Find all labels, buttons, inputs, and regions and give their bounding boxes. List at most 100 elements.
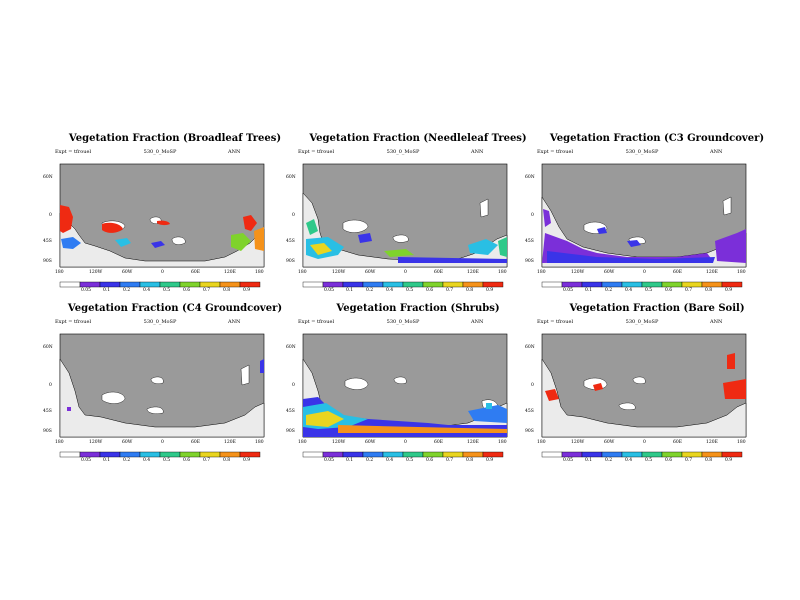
colorbar-label: 0.4 (386, 458, 394, 463)
period-label: ANN (228, 149, 241, 155)
lon-label: 60E (191, 270, 201, 275)
colorbar-label: 0.6 (183, 288, 191, 293)
veg-patch (67, 407, 71, 411)
lat-label: 90S (286, 259, 295, 264)
colorbar-label: 0.05 (563, 458, 574, 463)
run-id: 530_0_MoSP (386, 149, 420, 155)
colorbar-label: 0.4 (625, 288, 633, 293)
veg-patch (310, 243, 332, 255)
colorbar-swatch (661, 451, 683, 458)
ocean-patch (344, 377, 369, 390)
colorbar-label: 0.8 (466, 458, 474, 463)
lat-label: 60N (43, 175, 53, 180)
lon-label: 120W (571, 270, 585, 275)
colorbar-label: 0.7 (446, 458, 454, 463)
colorbar-swatch (681, 451, 703, 458)
colorbar-label: 0.8 (223, 288, 231, 293)
lat-label: 90S (525, 259, 534, 264)
veg-patch (102, 222, 123, 233)
lon-label: 120E (224, 270, 236, 275)
experiment-label: Expt = tfrouel (298, 319, 335, 325)
run-id: 530_0_MoSP (143, 149, 177, 155)
colorbar-label: 0.05 (324, 458, 335, 463)
veg-patch (61, 237, 81, 249)
lat-label: 0 (292, 383, 295, 388)
colorbar-label: 0.05 (324, 288, 335, 293)
veg-patch (254, 227, 264, 251)
veg-patch (306, 219, 318, 235)
lon-label: 120E (467, 270, 479, 275)
panel-title: Vegetation Fraction (Broadleaf Trees) (68, 133, 282, 144)
period-label: ANN (471, 319, 484, 325)
lat-label: 0 (49, 213, 52, 218)
colorbar-label: 0.8 (705, 458, 713, 463)
lat-label: 0 (292, 213, 295, 218)
colorbar-swatch (721, 451, 743, 458)
colorbar-label: 0.1 (585, 458, 593, 463)
colorbar-label: 0.9 (486, 288, 494, 293)
colorbar-swatch (581, 281, 603, 288)
colorbar-swatch (382, 281, 404, 288)
lon-label: 180 (498, 440, 507, 445)
colorbar-label: 0.5 (645, 458, 653, 463)
experiment-label: Expt = tfrouel (537, 149, 574, 155)
colorbar-label: 0.1 (103, 458, 111, 463)
colorbar-label: 0.1 (346, 288, 354, 293)
veg-patch (547, 251, 715, 263)
lon-label: 0 (161, 440, 164, 445)
colorbar-swatch (199, 451, 221, 458)
lon-label: 180 (55, 270, 64, 275)
colorbar-label: 0.6 (665, 288, 673, 293)
lat-label: 60N (525, 345, 535, 350)
colorbar-label: 0.4 (143, 458, 151, 463)
colorbar-label: 0.9 (243, 288, 251, 293)
lon-label: 120W (89, 440, 103, 445)
colorbar-label: 0.05 (563, 288, 574, 293)
lon-label: 60E (673, 270, 683, 275)
experiment-label: Expt = tfrouel (55, 149, 92, 155)
veg-patch (243, 215, 257, 231)
colorbar-label: 0.8 (223, 458, 231, 463)
colorbar-swatch (442, 451, 464, 458)
veg-patch (260, 359, 264, 373)
colorbar-swatch (681, 281, 703, 288)
run-id: 530_0_MoSP (386, 319, 420, 325)
colorbar-swatch (199, 281, 221, 288)
colorbar-label: 0.7 (685, 458, 693, 463)
colorbar-label: 0.2 (123, 288, 131, 293)
run-id: 530_0_MoSP (143, 319, 177, 325)
ocean-patch (632, 376, 646, 384)
colorbar-swatch (462, 451, 484, 458)
colorbar-label: 0.2 (123, 458, 131, 463)
veg-patch (486, 403, 492, 409)
colorbar-swatch (561, 281, 583, 288)
veg-patch (115, 238, 131, 247)
veg-patch (338, 425, 507, 433)
colorbar-swatch (342, 451, 364, 458)
colorbar-swatch (422, 451, 444, 458)
lat-label: 45S (43, 239, 52, 244)
colorbar-label: 0.9 (725, 288, 733, 293)
colorbar-label: 0.7 (203, 288, 211, 293)
experiment-label: Expt = tfrouel (537, 319, 574, 325)
lon-label: 180 (498, 270, 507, 275)
ocean-patch (618, 402, 636, 410)
ocean-patch (101, 391, 126, 404)
colorbar-label: 0.5 (406, 458, 414, 463)
colorbar (541, 281, 743, 288)
colorbar-swatch (382, 451, 404, 458)
colorbar-swatch (239, 451, 261, 458)
lat-label: 60N (43, 345, 53, 350)
colorbar-swatch (641, 281, 663, 288)
veg-patch (468, 239, 498, 255)
lon-label: 180 (537, 440, 546, 445)
ocean-patch (171, 236, 186, 245)
panel-title: Vegetation Fraction (C4 Groundcover) (67, 303, 283, 314)
colorbar-swatch (661, 281, 683, 288)
lat-label: 90S (525, 429, 534, 434)
colorbar-swatch (362, 281, 384, 288)
lon-label: 0 (404, 440, 407, 445)
lat-label: 0 (49, 383, 52, 388)
colorbar-swatch (601, 451, 623, 458)
lat-label: 60N (286, 345, 296, 350)
